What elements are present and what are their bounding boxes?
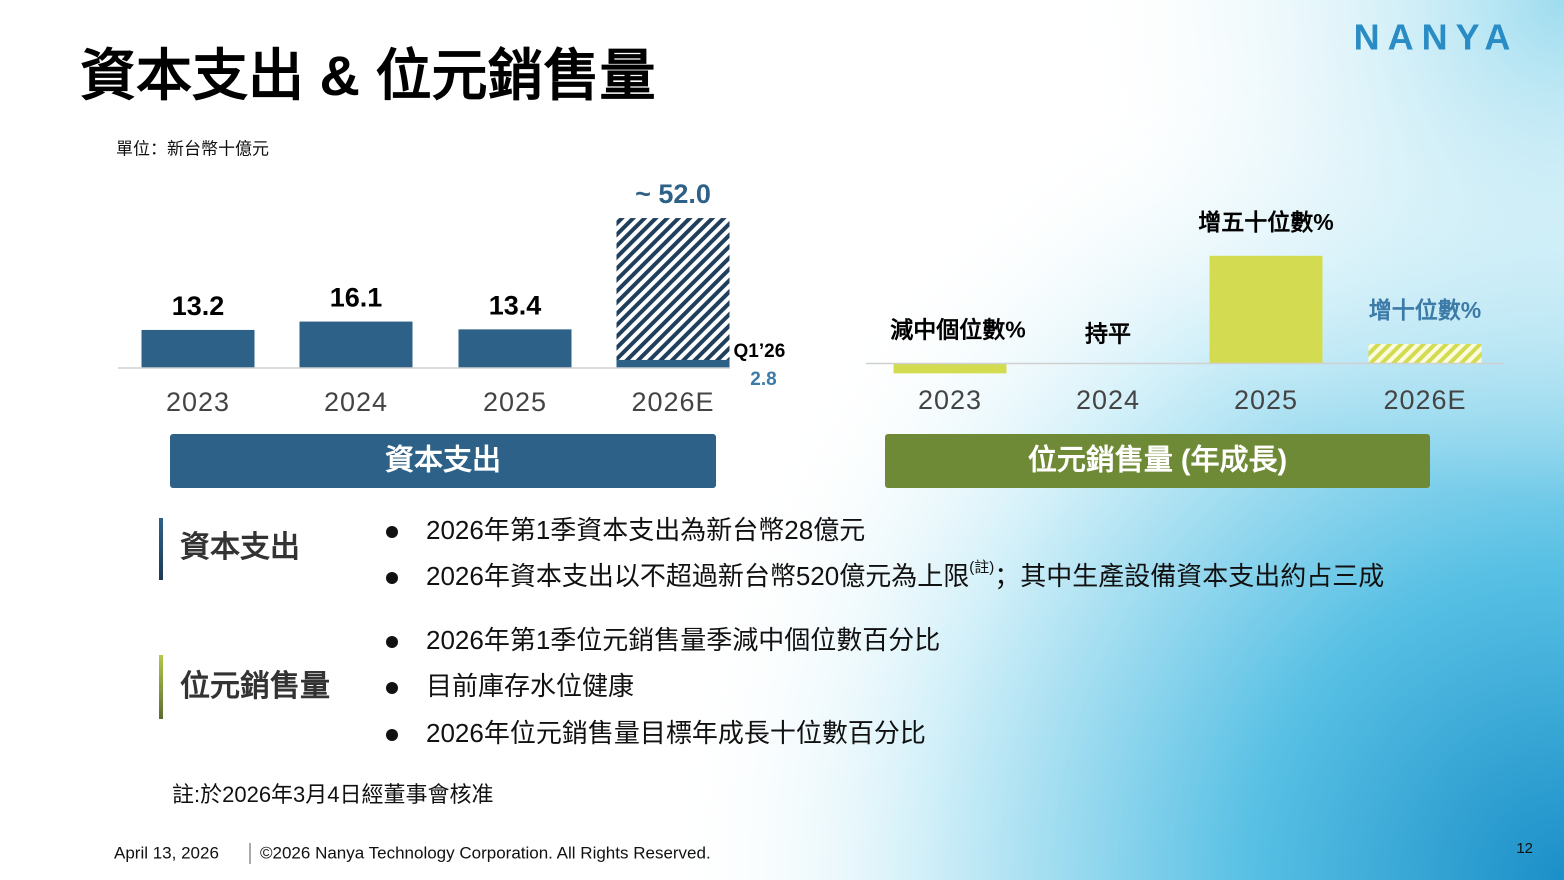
text-run: 2026年第1季位元銷售量季減中個位數百分比	[426, 625, 940, 655]
value-label: 持平	[1085, 321, 1131, 347]
x-tick-label: 2024	[324, 387, 388, 417]
x-tick-label: 2025	[1234, 385, 1298, 415]
page-number: 12	[1516, 840, 1533, 857]
text-run: 2026年位元銷售量目標年成長十位數百分比	[426, 718, 926, 748]
bar	[893, 363, 1007, 374]
value-label: 16.1	[330, 283, 383, 313]
footnote: 註:於2026年3月4日經董事會核准	[172, 782, 494, 807]
caption: 位元銷售量 (年成長)	[1028, 443, 1287, 477]
footer-copyright: ©2026 Nanya Technology Corporation. All …	[260, 843, 711, 862]
bullet-text: 目前庫存水位健康	[426, 671, 634, 701]
bar	[299, 321, 413, 368]
annotation-value: 2.8	[750, 369, 776, 390]
value-label: ~ 52.0	[635, 179, 711, 209]
text-run: 2026年第1季資本支出為新台幣28億元	[426, 515, 865, 545]
logo: NANYA	[1354, 17, 1519, 58]
unit: 單位：新台幣十億元	[116, 139, 269, 158]
bullet-text: 2026年第1季位元銷售量季減中個位數百分比	[426, 625, 940, 655]
bullet	[386, 729, 398, 741]
x-tick-label: 2026E	[1383, 385, 1466, 415]
bullet-text: 2026年第1季資本支出為新台幣28億元	[426, 515, 865, 545]
annotation-label: Q1’26	[734, 341, 786, 362]
bullet-text: 2026年位元銷售量目標年成長十位數百分比	[426, 718, 926, 748]
bar	[141, 329, 255, 368]
x-tick-label: 2026E	[631, 387, 714, 417]
bullet	[386, 636, 398, 648]
bar	[616, 218, 730, 368]
section-marker	[159, 655, 163, 719]
text-run: 2026年資本支出以不超過新台幣520億元為上限	[426, 561, 969, 591]
caption: 資本支出	[385, 444, 501, 477]
text-run: 目前庫存水位健康	[426, 671, 634, 701]
text-run: ；其中生產設備資本支出約占三成	[994, 561, 1384, 591]
value-label: 13.4	[489, 290, 542, 320]
bar-segment	[616, 359, 730, 368]
text-run: (註)	[969, 559, 994, 576]
bullet	[386, 526, 398, 538]
x-tick-label: 2023	[166, 387, 230, 417]
section-heading: 位元銷售量	[180, 669, 330, 703]
value-label: 減中個位數%	[890, 317, 1025, 343]
bar	[1209, 255, 1323, 364]
caption-banner	[885, 434, 1430, 488]
title: 資本支出 & 位元銷售量	[80, 44, 656, 107]
section-marker	[159, 518, 163, 580]
footer-date: April 13, 2026	[114, 843, 219, 862]
bar	[458, 329, 572, 368]
value-label: 13.2	[172, 291, 225, 321]
bar	[1368, 343, 1482, 364]
bullet-text: 2026年資本支出以不超過新台幣520億元為上限(註)；其中生產設備資本支出約占…	[426, 559, 1384, 591]
x-tick-label: 2024	[1076, 385, 1140, 415]
x-tick-label: 2023	[918, 385, 982, 415]
value-label: 增五十位數%	[1198, 209, 1333, 235]
value-label: 增十位數%	[1369, 297, 1481, 323]
notes: 資本支出 2026年第1季資本支出為新台幣28億元 2026年資本支出以不超過新台幣…	[159, 515, 1384, 748]
bullet	[386, 682, 398, 694]
caption-banner	[170, 434, 716, 488]
bullet	[386, 572, 398, 584]
x-tick-label: 2025	[483, 387, 547, 417]
section-heading: 資本支出	[180, 531, 300, 564]
